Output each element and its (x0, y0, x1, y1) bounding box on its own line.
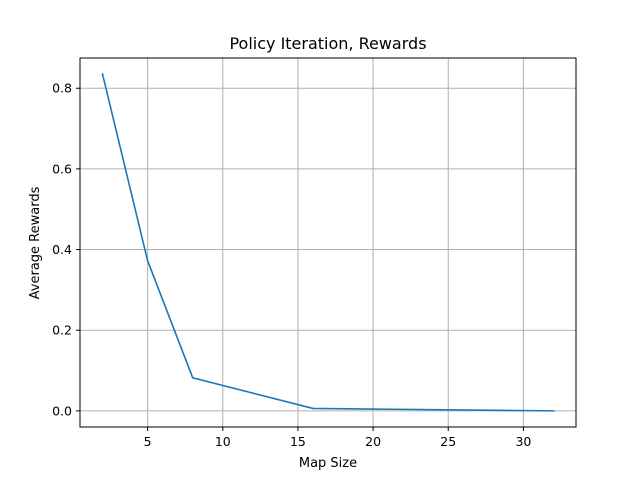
x-tick-label: 30 (515, 434, 531, 449)
x-axis-ticks: 5 10 15 20 25 30 (144, 427, 531, 449)
x-axis-label: Map Size (299, 456, 357, 471)
y-tick-label: 0.8 (52, 81, 72, 96)
plot-frame (79, 57, 577, 428)
series-line (101, 73, 555, 412)
data-point (191, 377, 194, 379)
x-tick-label: 15 (290, 434, 306, 449)
grid-lines (80, 58, 576, 427)
series-layer (101, 73, 555, 412)
y-tick-label: 0.6 (52, 161, 72, 176)
y-tick-label: 0.0 (52, 403, 72, 418)
x-tick-label: 20 (365, 434, 381, 449)
y-axis-ticks: 0.0 0.2 0.4 0.6 0.8 (52, 81, 80, 418)
x-tick-label: 10 (215, 434, 231, 449)
data-point (146, 260, 149, 262)
chart-title: Policy Iteration, Rewards (229, 34, 426, 53)
data-point (101, 73, 104, 75)
y-tick-label: 0.2 (52, 323, 72, 338)
data-point (312, 407, 314, 410)
y-tick-label: 0.4 (52, 242, 72, 257)
x-tick-label: 5 (144, 434, 152, 449)
x-tick-label: 25 (440, 434, 456, 449)
y-axis-label: Average Rewards (28, 186, 43, 299)
data-point (552, 410, 555, 412)
